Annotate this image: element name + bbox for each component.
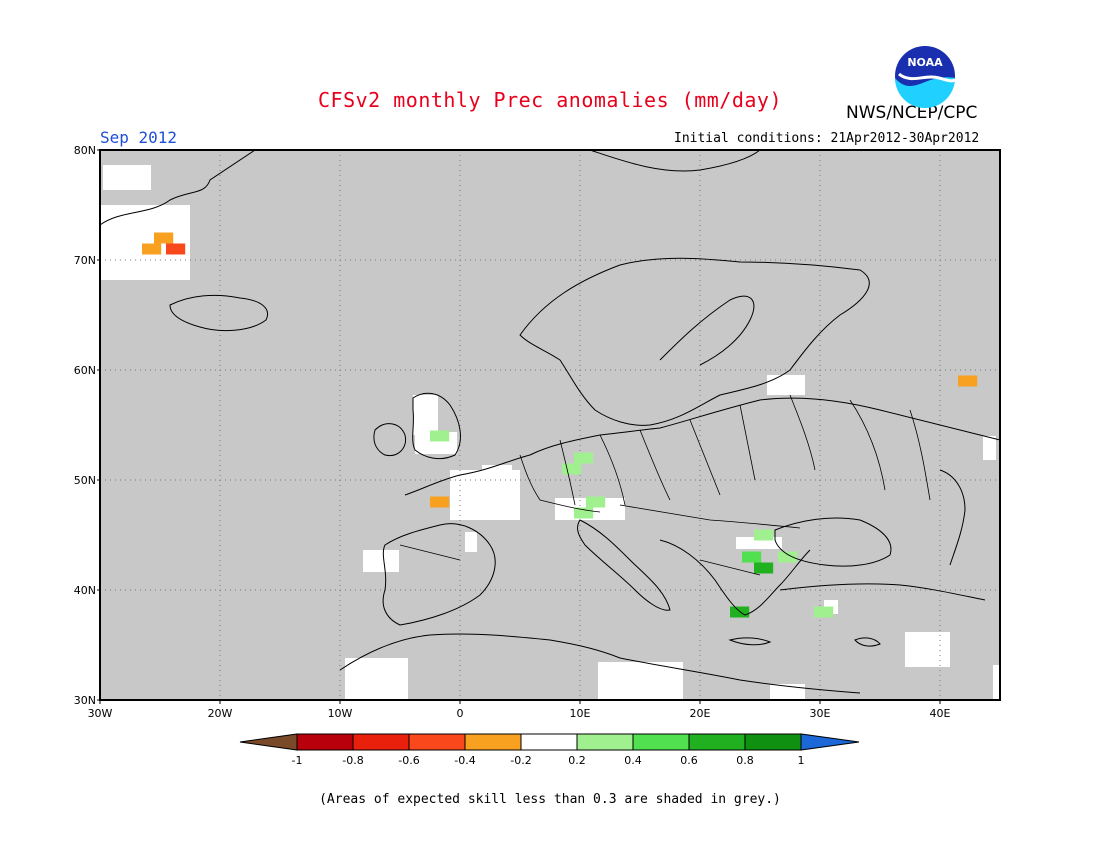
- anomaly-cell: [430, 496, 450, 508]
- coastline-britain: [412, 392, 461, 460]
- legend-swatch: [408, 733, 466, 751]
- lon-tick-label: 40E: [930, 707, 951, 720]
- lat-tick-label: 40N: [74, 584, 96, 597]
- lon-tick-label: 0: [457, 707, 464, 720]
- coastlines: [99, 149, 1001, 694]
- coastline-crete: [728, 637, 772, 646]
- anomaly-cell: [814, 606, 834, 618]
- legend-swatch: [352, 733, 410, 751]
- legend-swatch: [744, 733, 802, 751]
- legend-tick-label: -0.6: [398, 754, 419, 767]
- map-mask-background: [100, 150, 1000, 700]
- legend-arrow-low: [239, 733, 298, 751]
- near-zero-regions: [100, 165, 1000, 700]
- legend-swatch: [632, 733, 690, 751]
- anomaly-cell: [142, 243, 162, 255]
- coastline-italy: [577, 519, 671, 611]
- skill-footnote: (Areas of expected skill less than 0.3 a…: [319, 792, 781, 807]
- coastline-scandinavia: [519, 257, 870, 426]
- coastline-black-sea: [774, 517, 892, 567]
- legend-tick-label: 0.2: [568, 754, 586, 767]
- forecast-month: Sep 2012: [100, 128, 178, 147]
- lon-tick-label: 30W: [88, 707, 113, 720]
- legend-tick-label: -0.4: [454, 754, 475, 767]
- coastline-caspian: [939, 469, 966, 566]
- chart-title: CFSv2 monthly Prec anomalies (mm/day): [317, 88, 783, 112]
- organization-label: NWS/NCEP/CPC: [846, 103, 978, 123]
- coastline-iberia: [382, 523, 496, 626]
- legend-tick-label: 0.4: [624, 754, 642, 767]
- anomaly-cell: [562, 463, 582, 475]
- coastline-north-africa: [339, 633, 861, 694]
- lat-tick-label: 30N: [74, 694, 96, 707]
- axis-labels: 30N 40N 50N 60N 70N 80N 30W 20W 10W 0 10E 20E 30E 40E: [74, 144, 951, 720]
- anomaly-cell: [742, 551, 762, 563]
- anomaly-cell: [430, 430, 450, 442]
- legend-tick-label: -0.2: [510, 754, 531, 767]
- coastline-balkans: [659, 539, 811, 616]
- anomaly-cell: [574, 507, 594, 519]
- country-borders: [399, 394, 931, 576]
- legend-tick-label: 0.6: [680, 754, 698, 767]
- legend-swatch: [296, 733, 354, 751]
- legend-tick-label: -0.8: [342, 754, 363, 767]
- anomaly-cell: [574, 452, 594, 464]
- lat-tick-label: 60N: [74, 364, 96, 377]
- legend-tick-label: 0.8: [736, 754, 754, 767]
- lat-tick-label: 50N: [74, 474, 96, 487]
- legend-swatch: [688, 733, 746, 751]
- lat-tick-label: 80N: [74, 144, 96, 157]
- coastline-continent: [404, 397, 1001, 496]
- coastline-ireland: [373, 423, 407, 457]
- map-frame: [99, 149, 1001, 701]
- anomaly-cell: [754, 529, 774, 541]
- lat-tick-label: 70N: [74, 254, 96, 267]
- anomaly-cell: [754, 562, 774, 574]
- coastline-greenland: [99, 149, 256, 226]
- coastline-gulf-bothnia: [659, 295, 755, 366]
- legend-arrow-high: [800, 733, 860, 751]
- legend-colorbar: -1 -0.8 -0.6 -0.4 -0.2 0.2 0.4 0.6 0.8 1: [239, 733, 860, 767]
- anomaly-cell: [154, 232, 174, 244]
- coastline-iceland: [169, 294, 268, 332]
- coastline-svalbard: [589, 149, 761, 172]
- logo-text: NOAA: [907, 56, 943, 69]
- coastline-anatolia: [779, 583, 986, 601]
- noaa-logo: NOAA: [895, 46, 956, 108]
- legend-swatch: [576, 733, 634, 751]
- legend-tick-label: -1: [292, 754, 303, 767]
- coastline-cyprus: [854, 637, 881, 647]
- anomaly-cell: [958, 375, 978, 387]
- anomaly-map: 30N 40N 50N 60N 70N 80N 30W 20W 10W 0 10E 20E 30E 40E: [74, 144, 1001, 720]
- lon-tick-label: 10E: [570, 707, 591, 720]
- anomaly-cell: [586, 496, 606, 508]
- anomaly-cell: [778, 551, 798, 563]
- legend-swatch: [464, 733, 522, 751]
- lon-tick-label: 20W: [208, 707, 233, 720]
- anomaly-cell: [166, 243, 186, 255]
- legend-swatch: [520, 733, 578, 751]
- legend-tick-label: 1: [798, 754, 805, 767]
- lon-tick-label: 20E: [690, 707, 711, 720]
- lon-tick-label: 10W: [328, 707, 353, 720]
- initial-conditions: Initial conditions: 21Apr2012-30Apr2012: [674, 131, 980, 146]
- lon-tick-label: 30E: [810, 707, 831, 720]
